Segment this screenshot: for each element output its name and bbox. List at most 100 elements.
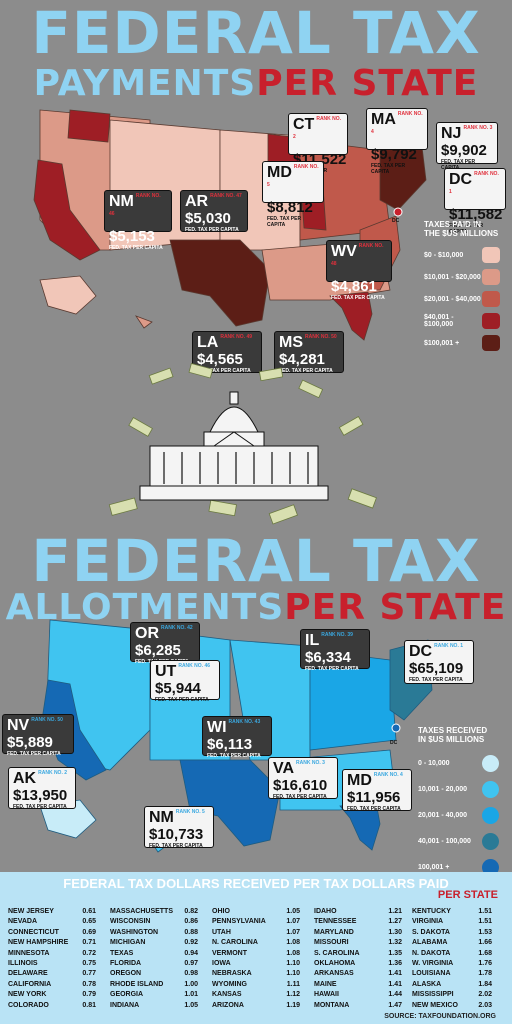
table-row: S. CAROLINA 1.35: [314, 949, 402, 957]
table-row: MISSISSIPPI 2.02: [412, 991, 492, 999]
table-row: NEW JERSEY 0.61: [8, 908, 96, 915]
table-row: IDAHO 1.21: [314, 908, 402, 915]
table-row: W. VIRGINIA 1.76: [412, 959, 492, 967]
map-alaska: [39, 275, 97, 315]
label-ut: UT RANK NO. 46 $5,944 FED. TAX PER CAPITA: [150, 660, 220, 703]
table-row: MONTANA 1.47: [314, 1001, 402, 1009]
table-row: NEW HAMPSHIRE 0.71: [8, 939, 96, 947]
table-row: NEW YORK 0.79: [8, 991, 96, 999]
map-texas: [169, 239, 271, 327]
table-row: CONNECTICUT 0.69: [8, 928, 96, 936]
label-ar: AR RANK NO. 47 $5,030 FED. TAX PER CAPITA: [180, 190, 248, 233]
table-row: GEORGIA 1.01: [110, 991, 198, 999]
table-row: MAINE 1.41: [314, 980, 402, 988]
label-dc: DC RANK NO. 1 $65,109 FED. TAX PER CAPITA: [404, 640, 474, 684]
table-row: WYOMING 1.11: [212, 980, 300, 988]
table-row: VIRGINIA 1.51: [412, 918, 492, 926]
map-washington: [67, 109, 111, 143]
table-row: TENNESSEE 1.27: [314, 918, 402, 926]
ratio-table: [0, 872, 512, 1024]
payments-legend-title: TAXES PAID IN THE $US MILLIONS: [424, 220, 499, 238]
legend-item: 10,001 - 20,000: [418, 776, 499, 802]
table-row: ALASKA 1.84: [412, 980, 492, 988]
source-credit: SOURCE: TAXFOUNDATION.ORG: [384, 1013, 496, 1020]
table-row: ALABAMA 1.66: [412, 939, 492, 947]
table-row: RHODE ISLAND 1.00: [110, 980, 198, 988]
table-row: HAWAII 1.44: [314, 991, 402, 999]
label-ms: MS RANK NO. 50 $4,281 FED. TAX PER CAPITA: [274, 331, 344, 374]
payments-subtitle-a: PAYMENTS: [33, 63, 257, 104]
allotments-legend-title: TAXES RECEIVED IN $US MILLIONS: [418, 726, 488, 744]
legend-item: $40,001 - $100,000: [424, 310, 500, 332]
table-row: IOWA 1.10: [212, 959, 300, 967]
table-row: KANSAS 1.12: [212, 991, 300, 999]
dc-marker: DC: [392, 218, 400, 224]
table-row: MARYLAND 1.30: [314, 928, 402, 936]
capitol-illustration: [108, 363, 377, 525]
ratio-column: OHIO 1.05 PENNSYLVANIA 1.07 UTAH 1.07 N. CA…: [212, 907, 300, 1011]
table-row: NEBRASKA 1.10: [212, 970, 300, 978]
label-wv: WV RANK NO. 48 $4,861 FED. TAX PER CAPITA: [326, 240, 392, 301]
ratio-column: NEW JERSEY 0.61 NEVADA 0.65 CONNECTICUT 0.6…: [8, 907, 96, 1011]
table-row: MISSOURI 1.32: [314, 939, 402, 947]
map-florida: [329, 291, 373, 341]
label-il: IL RANK NO. 39 $6,334 FED. TAX PER CAPITA: [300, 629, 370, 672]
table-row: MASSACHUSETTS 0.82: [110, 908, 198, 915]
label-ma: MA RANK NO. 4 $9,792 FED. TAX PER CAPITA: [366, 108, 428, 175]
legend-item: 20,001 - 40,000: [418, 802, 499, 828]
table-row: NEW MEXICO 2.03: [412, 1001, 492, 1009]
ratio-column: IDAHO 1.21 TENNESSEE 1.27 MARYLAND 1.30 MIS…: [314, 907, 402, 1011]
label-la: LA RANK NO. 49 $4,565 FED. TAX PER CAPITA: [192, 331, 262, 374]
label-nm: NM RANK NO. 46 $5,153 FED. TAX PER CAPITA: [104, 190, 172, 251]
allotments-subtitle: ALLOTMENTSPER STATE: [0, 590, 512, 626]
legend-item: $20,001 - $40,000: [424, 288, 500, 310]
table-row: COLORADO 0.81: [8, 1001, 96, 1009]
table-row: ILLINOIS 0.75: [8, 959, 96, 967]
payments-subtitle: PAYMENTSPER STATE: [0, 66, 512, 102]
table-row: UTAH 1.07: [212, 928, 300, 936]
legend-item: $10,001 - $20,000: [424, 266, 500, 288]
payments-legend: TAXES PAID IN THE $US MILLIONS $0 - $10,0…: [424, 220, 500, 354]
allotments-subtitle-a: ALLOTMENTS: [5, 587, 285, 628]
label-ak: AK RANK NO. 2 $13,950 FED. TAX PER CAPITA: [8, 767, 76, 810]
label-md: MD RANK NO. 4 $11,956 FED. TAX PER CAPITA: [342, 769, 412, 812]
label-wi: WI RANK NO. 43 $6,113 FED. TAX PER CAPITA: [202, 716, 272, 759]
table-row: OHIO 1.05: [212, 908, 300, 915]
ratio-column: KENTUCKY 1.51 VIRGINIA 1.51 S. DAKOTA 1.53 …: [412, 907, 492, 1011]
table-row: MINNESOTA 0.72: [8, 949, 96, 957]
label-md: MD RANK NO. 5 $8,812 FED. TAX PER CAPITA: [262, 161, 324, 228]
dc-dot: [391, 723, 401, 733]
legend-item: 100,001 +: [418, 854, 499, 880]
label-nm: NM RANK NO. 5 $10,733 FED. TAX PER CAPITA: [144, 806, 214, 849]
allotments-subtitle-b: PER STATE: [284, 587, 507, 628]
legend-item: 0 - 10,000: [418, 750, 499, 776]
ratio-table-subtitle: PER STATE: [437, 889, 498, 901]
dc-dot: [393, 207, 403, 217]
label-dc: DC RANK NO. 1 $11,582 FED. TAX PER CAPITA: [444, 168, 506, 235]
table-row: LOUISIANA 1.78: [412, 970, 492, 978]
table-row: ARIZONA 1.19: [212, 1001, 300, 1009]
table-row: INDIANA 1.05: [110, 1001, 198, 1009]
table-row: ARKANSAS 1.41: [314, 970, 402, 978]
table-row: CALIFORNIA 0.78: [8, 980, 96, 988]
table-row: WASHINGTON 0.88: [110, 928, 198, 936]
legend-item: $100,001 +: [424, 332, 500, 354]
table-row: N. DAKOTA 1.68: [412, 949, 492, 957]
table-row: VERMONT 1.08: [212, 949, 300, 957]
table-row: PENNSYLVANIA 1.07: [212, 918, 300, 926]
table-row: N. CAROLINA 1.08: [212, 939, 300, 947]
map-california: [33, 159, 101, 261]
table-row: KENTUCKY 1.51: [412, 908, 492, 915]
payments-subtitle-b: PER STATE: [256, 63, 479, 104]
map-hawaii: [134, 315, 153, 329]
table-row: NEVADA 0.65: [8, 918, 96, 926]
legend-item: 40,001 - 100,000: [418, 828, 499, 854]
ratio-column: MASSACHUSETTS 0.82 WISCONSIN 0.86 WASHINGT…: [110, 907, 198, 1011]
table-row: WISCONSIN 0.86: [110, 918, 198, 926]
dc-marker: DC: [390, 740, 398, 746]
payments-title: FEDERAL TAX: [31, 0, 481, 67]
